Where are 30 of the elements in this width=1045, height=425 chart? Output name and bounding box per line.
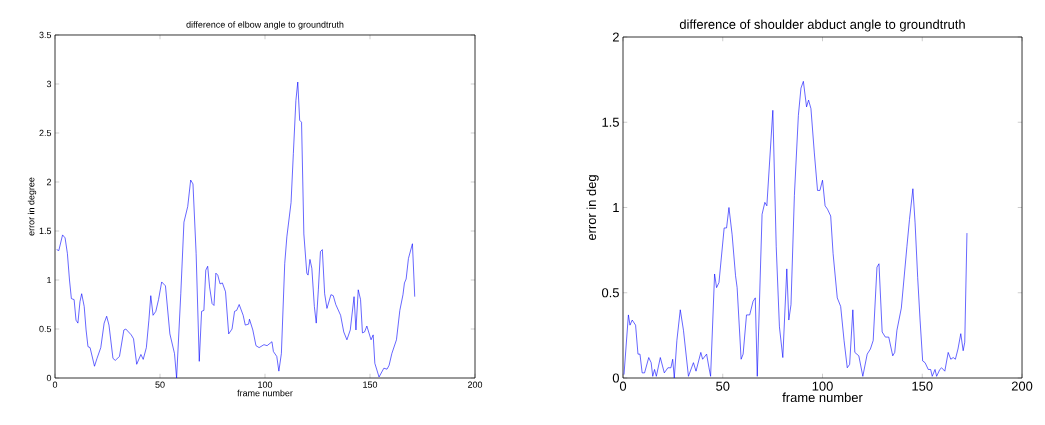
x-tick-label: 50	[716, 381, 730, 391]
y-tick-label: 1	[613, 203, 619, 212]
x-tick-label: 0	[52, 381, 58, 388]
y-tick-label: 0.5	[601, 288, 619, 298]
x-tick-label: 150	[912, 381, 933, 391]
y-tick-label: 0.5	[39, 325, 52, 333]
x-axis-title: frame number	[782, 392, 863, 403]
y-tick-label: 2.5	[39, 129, 52, 137]
x-axis-title: frame number	[237, 389, 293, 397]
y-tick-label: 0	[46, 374, 52, 382]
x-tick-label: 100	[812, 381, 833, 391]
x-tick-label: 200	[467, 381, 483, 388]
x-tick-label: 0	[619, 381, 627, 391]
chart-title: difference of shoulder abduct angle to groundtruth	[679, 19, 965, 32]
y-tick-label: 3.5	[39, 31, 52, 39]
chart-title: difference of elbow angle to groundtruth	[186, 21, 344, 30]
y-axis-title: error in degree	[27, 177, 37, 236]
line-series	[623, 81, 968, 378]
x-tick-label: 100	[258, 381, 273, 388]
y-tick-label: 1.5	[39, 227, 52, 235]
x-tick-label: 200	[1011, 381, 1033, 391]
y-axis-title: error in deg	[586, 175, 599, 241]
y-tick-label: 2	[46, 178, 52, 186]
line-series	[56, 81, 416, 378]
x-tick-label: 50	[155, 381, 165, 388]
y-tick-label: 3	[46, 80, 52, 88]
y-tick-label: 1.5	[602, 117, 619, 127]
y-tick-label: 2	[612, 32, 619, 42]
y-tick-label: 1	[47, 276, 52, 284]
x-tick-label: 150	[363, 381, 378, 388]
